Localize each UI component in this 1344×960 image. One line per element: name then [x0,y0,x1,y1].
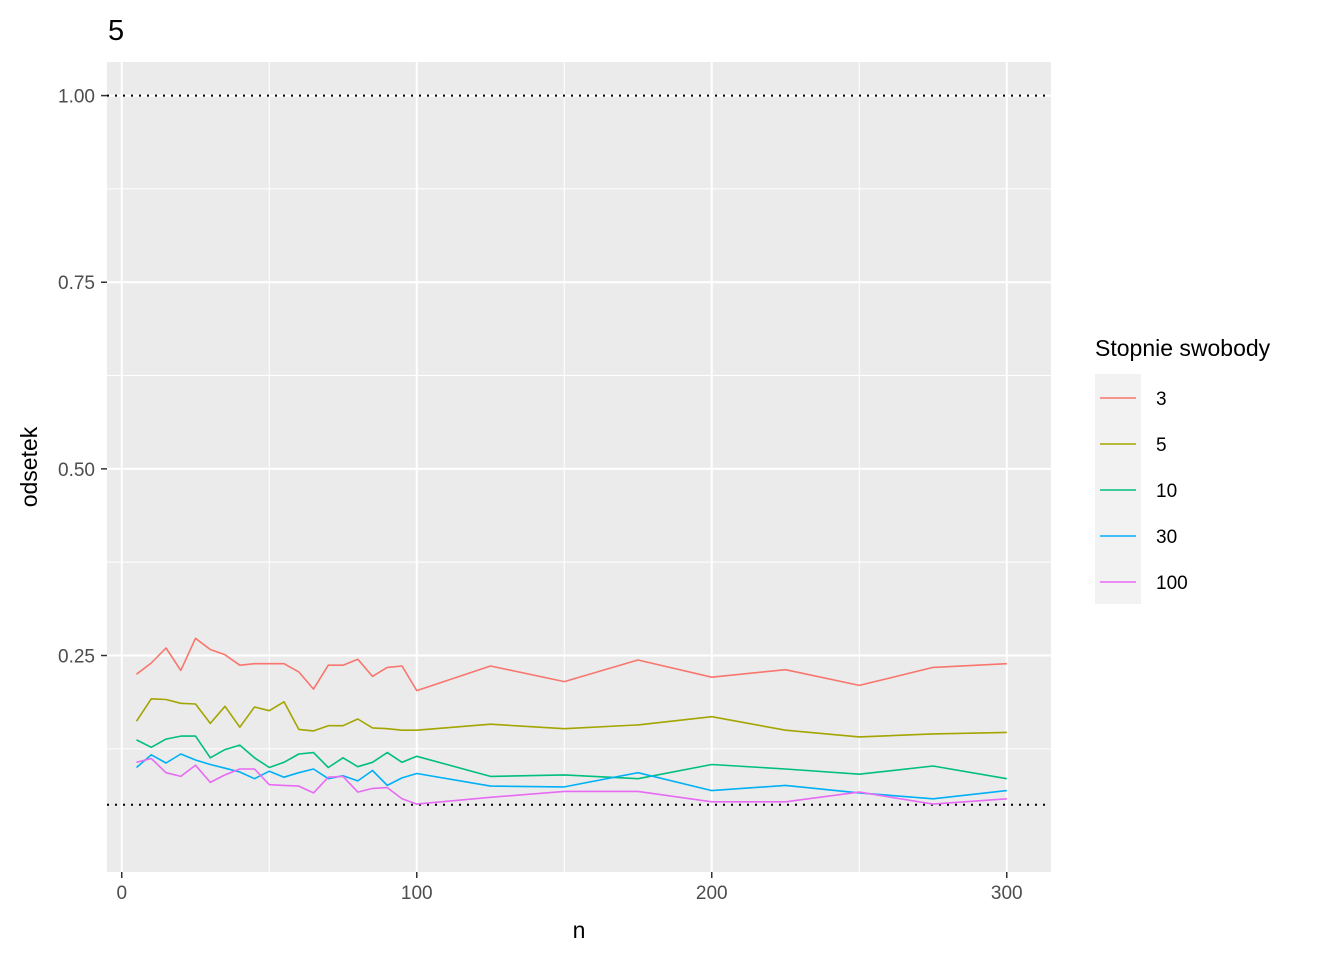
chart-title: 5 [108,15,124,47]
series-lines [135,637,1007,805]
y-axis-title: odsetek [16,426,42,507]
x-tick-label: 100 [401,883,433,904]
x-axis-title: n [573,917,586,943]
series-line-10 [136,735,1007,780]
series-line-5 [135,697,1007,738]
legend-items: 3 5 10 30 100 [1100,389,1188,594]
y-tick-label: 0.75 [58,273,95,294]
x-axis-ticks: 0 100 200 300 [116,872,1023,904]
y-tick-label: 0.25 [58,647,95,668]
legend-label: 3 [1156,389,1167,410]
legend-label: 5 [1156,435,1167,456]
series-line-100 [136,757,1007,805]
legend-label: 100 [1156,573,1188,594]
x-tick-label: 200 [696,883,728,904]
series-line-3 [136,637,1007,692]
legend: Stopnie swobody 3 5 10 30 100 [1095,335,1271,604]
x-tick-label: 0 [116,883,127,904]
plot-panel [107,62,1051,872]
grid-lines [107,62,1051,872]
legend-key-background [1095,374,1141,604]
legend-label: 10 [1156,481,1177,502]
y-axis-ticks: 0.25 0.50 0.75 1.00 [58,87,107,668]
legend-label: 30 [1156,527,1177,548]
y-tick-label: 1.00 [58,87,95,108]
y-tick-label: 0.50 [58,460,95,481]
legend-title: Stopnie swobody [1095,335,1271,361]
reference-lines [107,94,1051,806]
x-tick-label: 300 [991,883,1023,904]
